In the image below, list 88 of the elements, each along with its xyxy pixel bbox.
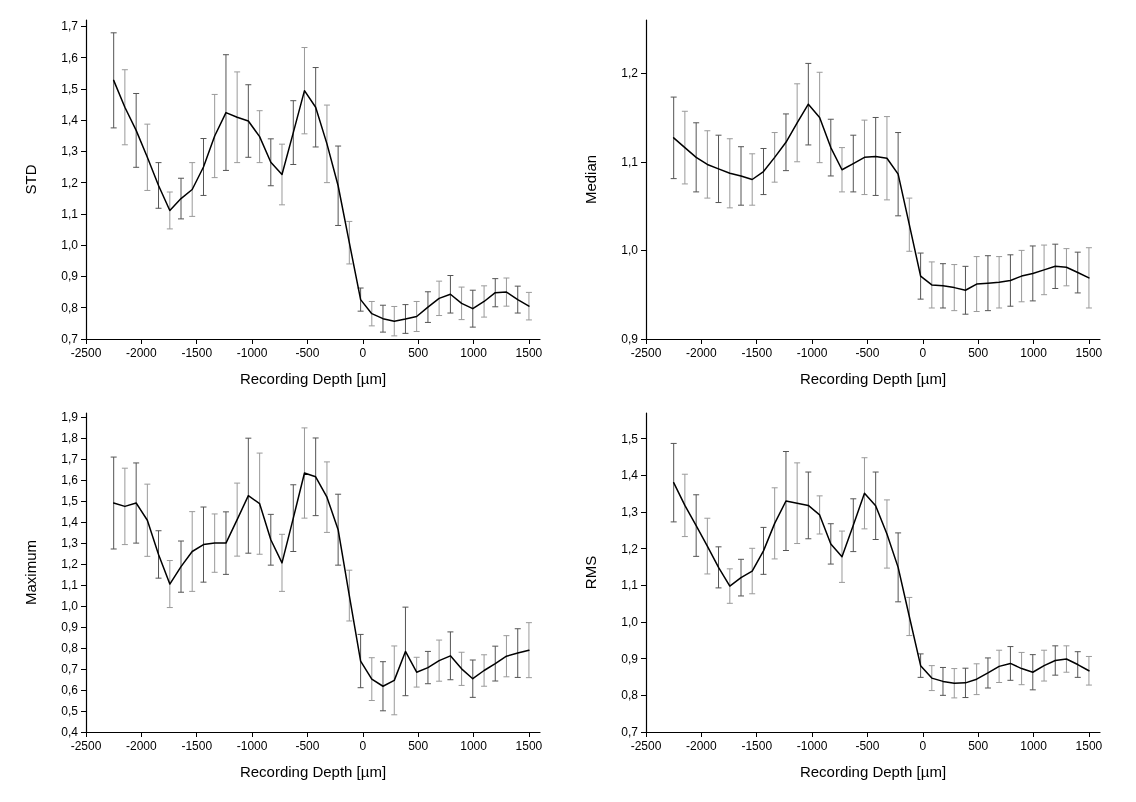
x-tick-label: 500: [408, 346, 429, 360]
y-tick-label: 1,1: [61, 206, 79, 221]
x-tick-label: 1500: [515, 739, 543, 753]
x-tick-label: 500: [408, 739, 429, 753]
x-tick-label: -2000: [686, 346, 718, 360]
x-tick-label: -2500: [70, 739, 102, 753]
y-tick-label: 0,7: [61, 662, 79, 677]
y-tick-label: 1,0: [621, 615, 639, 629]
y-tick-label: 1,0: [621, 243, 639, 258]
y-tick-label: 1,2: [621, 66, 639, 81]
y-tick-label: 0,9: [621, 332, 639, 346]
y-tick-label: 0,7: [61, 332, 79, 346]
x-tick-label: -2500: [630, 346, 662, 360]
x-axis-title: Recording Depth [µm]: [799, 370, 947, 387]
y-tick-label: 0,8: [61, 300, 79, 315]
x-tick-label: -2000: [686, 739, 718, 753]
x-tick-label: -1000: [236, 739, 268, 753]
y-tick-label: 1,1: [621, 154, 639, 169]
y-axis-title: RMS: [582, 555, 599, 590]
x-tick-label: -2500: [70, 346, 102, 360]
y-tick-label: 1,5: [61, 494, 79, 509]
y-tick-label: 1,6: [61, 473, 79, 488]
x-tick-label: 0: [359, 739, 367, 753]
x-tick-label: 1500: [1075, 739, 1103, 753]
y-tick-label: 1,5: [61, 81, 79, 96]
y-tick-label: 1,0: [61, 238, 79, 253]
y-tick-label: 1,3: [621, 505, 639, 519]
x-tick-label: -2000: [126, 739, 158, 753]
y-tick-label: 1,4: [621, 468, 639, 483]
x-tick-label: -1000: [236, 346, 268, 360]
y-tick-label: 0,6: [61, 683, 79, 698]
x-tick-label: -500: [855, 346, 880, 360]
x-tick-label: 1000: [1020, 346, 1048, 360]
x-tick-label: -500: [855, 739, 880, 753]
x-tick-label: -2500: [630, 739, 662, 753]
x-tick-label: 1000: [460, 346, 488, 360]
y-tick-label: 1,2: [61, 175, 79, 190]
y-tick-label: 0,8: [621, 688, 639, 703]
x-tick-label: -2000: [126, 346, 158, 360]
y-tick-label: 0,7: [621, 725, 639, 739]
x-tick-label: -1000: [796, 346, 828, 360]
x-tick-label: -1500: [181, 346, 213, 360]
y-tick-label: 1,8: [61, 431, 79, 446]
y-tick-label: 1,9: [61, 410, 79, 425]
x-tick-label: 1500: [515, 346, 543, 360]
y-tick-label: 0,8: [61, 641, 79, 656]
y-tick-label: 1,2: [621, 541, 639, 556]
y-tick-label: 1,6: [61, 50, 79, 65]
y-axis-title: Maximum: [22, 539, 39, 606]
x-tick-label: -1500: [741, 346, 773, 360]
y-tick-label: 1,3: [61, 144, 79, 159]
y-tick-label: 1,5: [621, 431, 639, 446]
y-tick-label: 0,5: [61, 704, 79, 719]
y-axis-title: STD: [22, 164, 39, 195]
y-tick-label: 1,1: [621, 578, 639, 593]
x-axis-title: Recording Depth [µm]: [239, 370, 387, 387]
x-tick-label: -1500: [181, 739, 213, 753]
x-tick-label: 500: [968, 346, 989, 360]
y-tick-label: 1,1: [61, 578, 79, 593]
y-tick-label: 1,0: [61, 599, 79, 614]
y-tick-label: 1,7: [61, 19, 79, 34]
x-tick-label: 0: [359, 346, 367, 360]
y-tick-label: 0,9: [61, 620, 79, 635]
y-tick-label: 1,4: [61, 515, 79, 530]
x-axis-title: Recording Depth [µm]: [239, 763, 387, 780]
y-tick-label: 0,9: [621, 651, 639, 666]
x-tick-label: -1000: [796, 739, 828, 753]
x-tick-label: -1500: [741, 739, 773, 753]
x-axis-title: Recording Depth [µm]: [799, 763, 947, 780]
y-tick-label: 1,2: [61, 557, 79, 572]
x-tick-label: -500: [295, 739, 320, 753]
x-tick-label: 500: [968, 739, 989, 753]
x-tick-label: 1500: [1075, 346, 1103, 360]
x-tick-label: 1000: [1020, 739, 1048, 753]
line-series: [112, 79, 530, 322]
y-tick-label: 0,4: [61, 725, 79, 739]
y-axis-title: Median: [582, 154, 599, 205]
line-series: [672, 103, 1090, 292]
x-tick-label: 1000: [460, 739, 488, 753]
line-series: [672, 481, 1090, 684]
x-tick-label: 0: [919, 346, 927, 360]
y-tick-label: 0,9: [61, 269, 79, 284]
x-tick-label: -500: [295, 346, 320, 360]
y-tick-label: 1,4: [61, 113, 79, 128]
x-tick-label: 0: [919, 739, 927, 753]
y-tick-label: 1,3: [61, 536, 79, 551]
line-series: [112, 472, 530, 687]
y-tick-label: 1,7: [61, 452, 79, 467]
